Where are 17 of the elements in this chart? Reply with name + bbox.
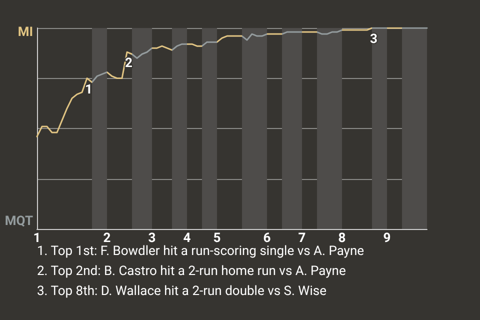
text: MQT bbox=[4, 214, 33, 229]
x-tick-label: 2 bbox=[103, 231, 111, 246]
x-tick-label: 3 bbox=[148, 231, 156, 246]
x-tick-label: 6 bbox=[263, 231, 272, 246]
annotation: 2 bbox=[125, 56, 132, 72]
annotation: 3 bbox=[370, 32, 378, 47]
x-tick-label: 5 bbox=[213, 231, 221, 246]
x-tick-label: 9 bbox=[383, 231, 391, 246]
text: 3. Top 8th: D. Wallace hit a 2-run double vs S. Wise bbox=[37, 284, 327, 299]
x-tick-label: 7 bbox=[298, 231, 306, 246]
x-tick-label: 1 bbox=[33, 231, 41, 246]
text: 2. Top 2nd: B. Castro hit a 2-run home run vs A. Payne bbox=[37, 264, 346, 279]
text: MI bbox=[18, 25, 34, 40]
text: 1. Top 1st: F. Bowdler hit a run-scoring single vs A. Payne bbox=[37, 244, 364, 259]
annotation: 1 bbox=[85, 82, 92, 98]
x-tick-label: 4 bbox=[183, 231, 192, 246]
x-tick-label: 8 bbox=[338, 231, 346, 246]
